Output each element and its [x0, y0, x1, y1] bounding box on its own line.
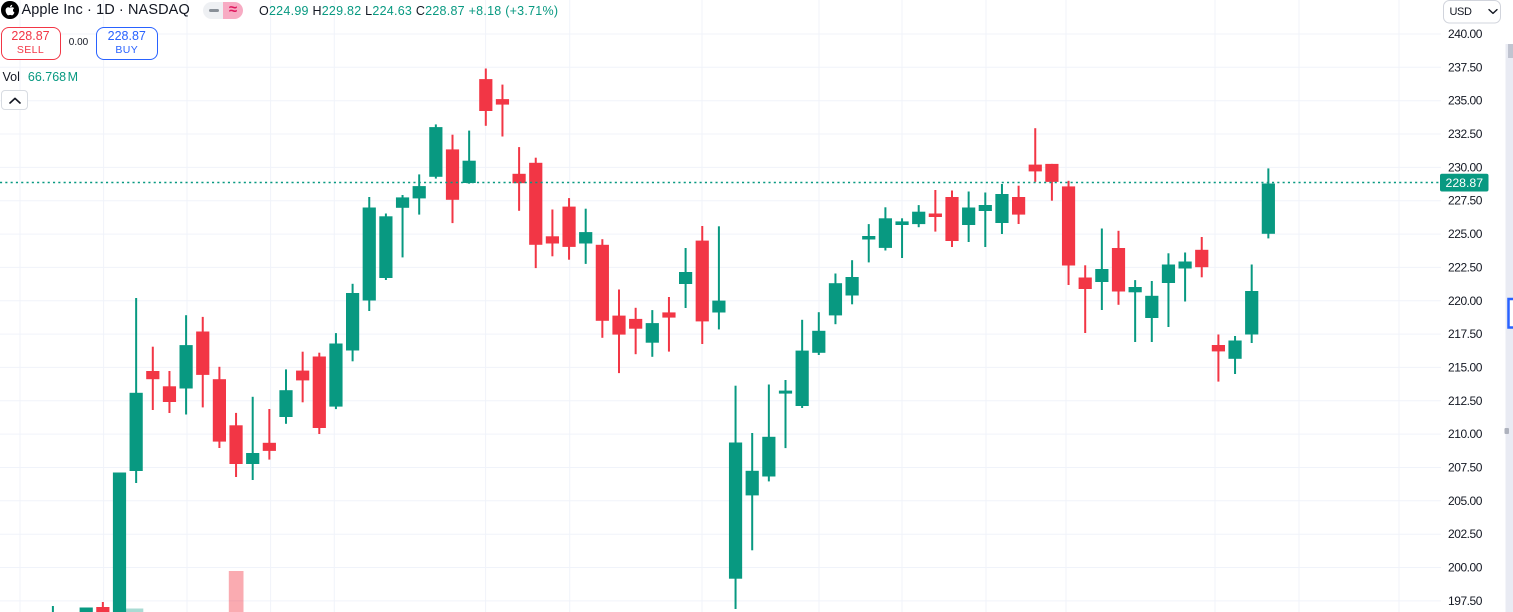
svg-text:222.50: 222.50 — [1448, 260, 1483, 274]
svg-text:212.50: 212.50 — [1448, 394, 1483, 408]
svg-text:USD: USD — [1450, 6, 1472, 18]
svg-text:215.00: 215.00 — [1448, 360, 1483, 374]
svg-text:230.00: 230.00 — [1448, 160, 1483, 174]
svg-text:207.50: 207.50 — [1448, 461, 1483, 475]
svg-text:232.50: 232.50 — [1448, 127, 1483, 141]
svg-text:202.50: 202.50 — [1448, 527, 1483, 541]
svg-text:228.87: 228.87 — [1445, 176, 1483, 190]
svg-text:200.00: 200.00 — [1448, 561, 1483, 575]
svg-text:220.00: 220.00 — [1448, 294, 1483, 308]
svg-text:217.50: 217.50 — [1448, 327, 1483, 341]
svg-text:210.00: 210.00 — [1448, 427, 1483, 441]
svg-text:205.00: 205.00 — [1448, 494, 1483, 508]
svg-text:225.00: 225.00 — [1448, 227, 1483, 241]
svg-text:237.50: 237.50 — [1448, 60, 1483, 74]
svg-text:227.50: 227.50 — [1448, 194, 1483, 208]
svg-text:197.50: 197.50 — [1448, 594, 1483, 608]
svg-text:240.00: 240.00 — [1448, 27, 1483, 41]
svg-text:235.00: 235.00 — [1448, 94, 1483, 108]
